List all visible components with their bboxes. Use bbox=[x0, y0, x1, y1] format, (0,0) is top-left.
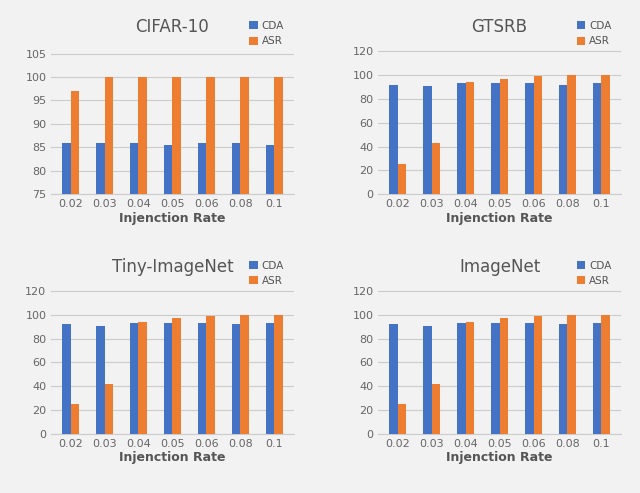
Bar bbox=[398, 404, 406, 434]
Bar bbox=[457, 323, 466, 434]
Bar bbox=[96, 325, 104, 434]
Bar bbox=[534, 76, 542, 194]
X-axis label: Injenction Rate: Injenction Rate bbox=[446, 452, 553, 464]
Title: CIFAR-10: CIFAR-10 bbox=[136, 19, 209, 36]
Bar bbox=[432, 384, 440, 434]
Bar bbox=[206, 77, 215, 493]
Bar bbox=[96, 142, 104, 493]
Bar bbox=[164, 323, 172, 434]
Bar bbox=[130, 142, 138, 493]
Bar bbox=[491, 83, 500, 194]
Bar bbox=[466, 82, 474, 194]
Bar bbox=[70, 404, 79, 434]
Bar bbox=[172, 77, 181, 493]
Bar bbox=[104, 77, 113, 493]
Bar bbox=[500, 318, 508, 434]
Bar bbox=[423, 325, 432, 434]
Bar bbox=[266, 145, 274, 493]
Bar bbox=[593, 323, 602, 434]
Title: Tiny-ImageNet: Tiny-ImageNet bbox=[111, 258, 233, 276]
Bar bbox=[62, 142, 70, 493]
X-axis label: Injenction Rate: Injenction Rate bbox=[446, 212, 553, 225]
Legend: CDA, ASR: CDA, ASR bbox=[245, 256, 289, 290]
Bar bbox=[525, 83, 534, 194]
Bar bbox=[559, 324, 568, 434]
Bar bbox=[172, 318, 181, 434]
Bar bbox=[466, 322, 474, 434]
Bar bbox=[138, 322, 147, 434]
Bar bbox=[491, 323, 500, 434]
Bar bbox=[602, 315, 610, 434]
Bar bbox=[138, 77, 147, 493]
Legend: CDA, ASR: CDA, ASR bbox=[245, 17, 289, 50]
Bar bbox=[232, 324, 240, 434]
Bar bbox=[232, 142, 240, 493]
Bar bbox=[534, 316, 542, 434]
Bar bbox=[274, 77, 283, 493]
Bar bbox=[389, 85, 398, 194]
Bar bbox=[198, 323, 206, 434]
Bar bbox=[240, 315, 249, 434]
Bar bbox=[389, 324, 398, 434]
Bar bbox=[602, 75, 610, 194]
Bar bbox=[559, 85, 568, 194]
Bar bbox=[164, 145, 172, 493]
Bar bbox=[266, 323, 274, 434]
Bar bbox=[206, 316, 215, 434]
Bar bbox=[423, 86, 432, 194]
Bar bbox=[130, 323, 138, 434]
Legend: CDA, ASR: CDA, ASR bbox=[572, 256, 616, 290]
X-axis label: Injenction Rate: Injenction Rate bbox=[119, 212, 226, 225]
Bar bbox=[593, 83, 602, 194]
Bar bbox=[104, 384, 113, 434]
Bar bbox=[240, 77, 249, 493]
Bar bbox=[432, 143, 440, 194]
Title: ImageNet: ImageNet bbox=[459, 258, 540, 276]
Legend: CDA, ASR: CDA, ASR bbox=[572, 17, 616, 50]
Bar bbox=[568, 75, 576, 194]
Bar bbox=[500, 79, 508, 194]
Title: GTSRB: GTSRB bbox=[472, 19, 527, 36]
X-axis label: Injenction Rate: Injenction Rate bbox=[119, 452, 226, 464]
Bar bbox=[398, 164, 406, 194]
Bar bbox=[70, 91, 79, 493]
Bar bbox=[62, 324, 70, 434]
Bar bbox=[274, 315, 283, 434]
Bar bbox=[198, 142, 206, 493]
Bar bbox=[525, 323, 534, 434]
Bar bbox=[457, 83, 466, 194]
Bar bbox=[568, 315, 576, 434]
